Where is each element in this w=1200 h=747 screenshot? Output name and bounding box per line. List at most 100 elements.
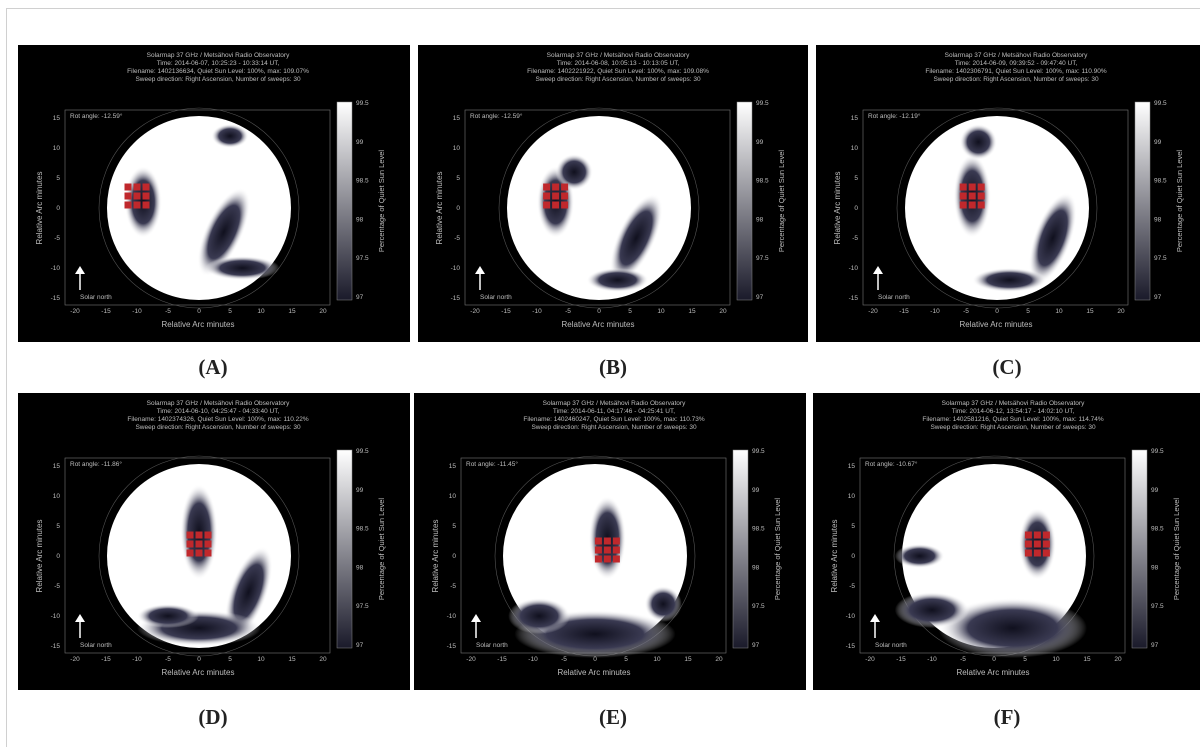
red-marker — [595, 538, 602, 545]
y-tick-label: -15 — [451, 295, 461, 302]
x-axis-label: Relative Arc minutes — [562, 320, 635, 329]
y-tick-label: 10 — [851, 145, 859, 152]
x-tick-label: -5 — [963, 308, 969, 315]
north-label: Solar north — [476, 642, 508, 649]
red-marker — [205, 541, 212, 548]
x-tick-label: 20 — [715, 656, 723, 663]
red-marker — [187, 550, 194, 557]
colorbar-tick-label: 99 — [756, 139, 764, 146]
red-marker — [1043, 541, 1050, 548]
header-line: Solarmap 37 GHz / Metsähovi Radio Observ… — [147, 52, 290, 59]
red-marker — [125, 193, 132, 200]
colorbar-tick-label: 99 — [356, 487, 364, 494]
colorbar-label: Percentage of Quiet Sun Level — [777, 150, 786, 252]
y-tick-label: -15 — [51, 295, 61, 302]
dark-feature — [137, 604, 199, 628]
x-axis-label: Relative Arc minutes — [162, 320, 235, 329]
y-tick-label: 0 — [452, 553, 456, 560]
panel-label: (C) — [947, 355, 1067, 380]
rot-angle: Rot angle: -12.59° — [70, 112, 123, 120]
colorbar-tick-label: 97 — [356, 294, 364, 301]
x-tick-label: -20 — [466, 656, 476, 663]
x-tick-label: 0 — [197, 656, 201, 663]
y-tick-label: 5 — [56, 175, 60, 182]
header-line: Solarmap 37 GHz / Metsähovi Radio Observ… — [547, 52, 690, 59]
colorbar — [1132, 450, 1147, 648]
y-tick-label: 0 — [56, 205, 60, 212]
header-line: Time: 2014-06-08, 10:05:13 - 10:13:05 UT… — [557, 60, 680, 67]
colorbar-tick-label: 98 — [1154, 216, 1162, 223]
y-tick-label: 0 — [56, 553, 60, 560]
north-label: Solar north — [80, 642, 112, 649]
north-arrow-head — [75, 266, 85, 274]
x-tick-label: 5 — [1026, 308, 1030, 315]
north-label: Solar north — [878, 294, 910, 301]
y-tick-label: -10 — [846, 613, 856, 620]
red-marker — [969, 202, 976, 209]
x-tick-label: -10 — [930, 308, 940, 315]
colorbar — [737, 102, 752, 300]
colorbar-tick-label: 97.5 — [1154, 255, 1167, 262]
red-marker — [134, 193, 141, 200]
red-marker — [552, 184, 559, 191]
colorbar-tick-label: 99.5 — [1151, 448, 1164, 455]
red-marker — [561, 202, 568, 209]
colorbar-tick-label: 98.5 — [356, 178, 369, 185]
header-line: Sweep direction: Right Ascension, Number… — [135, 76, 301, 83]
x-tick-label: 10 — [653, 656, 661, 663]
colorbar-tick-label: 98.5 — [756, 178, 769, 185]
colorbar-tick-label: 97.5 — [756, 255, 769, 262]
red-marker — [604, 538, 611, 545]
dark-feature — [960, 124, 997, 160]
solar-map-panel: Solarmap 37 GHz / Metsähovi Radio Observ… — [18, 45, 410, 342]
solar-map-panel: Solarmap 37 GHz / Metsähovi Radio Observ… — [18, 393, 410, 690]
y-tick-label: 15 — [851, 115, 859, 122]
red-marker — [134, 202, 141, 209]
header-line: Sweep direction: Right Ascension, Number… — [535, 76, 701, 83]
y-tick-label: -10 — [849, 265, 859, 272]
panel-label: (E) — [553, 705, 673, 730]
y-tick-label: 5 — [851, 523, 855, 530]
y-axis-label: Relative Arc minutes — [431, 520, 440, 593]
y-tick-label: 0 — [854, 205, 858, 212]
red-marker — [1043, 550, 1050, 557]
colorbar-tick-label: 98 — [1151, 564, 1159, 571]
y-tick-label: -10 — [451, 265, 461, 272]
red-marker — [613, 538, 620, 545]
x-tick-label: 5 — [624, 656, 628, 663]
colorbar-tick-label: 97.5 — [752, 603, 765, 610]
x-tick-label: -15 — [896, 656, 906, 663]
x-tick-label: 20 — [1114, 656, 1122, 663]
red-marker — [134, 184, 141, 191]
x-tick-label: 0 — [992, 656, 996, 663]
x-tick-label: -5 — [565, 308, 571, 315]
colorbar-tick-label: 99 — [752, 487, 760, 494]
y-tick-label: -10 — [51, 613, 61, 620]
y-tick-label: 10 — [53, 145, 61, 152]
y-tick-label: -15 — [849, 295, 859, 302]
y-tick-label: 15 — [453, 115, 461, 122]
x-tick-label: 0 — [593, 656, 597, 663]
red-marker — [196, 532, 203, 539]
red-marker — [960, 202, 967, 209]
solar-map-panel: Solarmap 37 GHz / Metsähovi Radio Observ… — [414, 393, 806, 690]
y-tick-label: 0 — [851, 553, 855, 560]
x-axis-label: Relative Arc minutes — [957, 668, 1030, 677]
x-tick-label: 20 — [319, 656, 327, 663]
x-tick-label: -15 — [101, 656, 111, 663]
x-tick-label: -5 — [165, 656, 171, 663]
x-tick-label: -20 — [868, 308, 878, 315]
red-marker — [1043, 532, 1050, 539]
y-tick-label: -10 — [51, 265, 61, 272]
panel-label: (D) — [153, 705, 273, 730]
header-line: Sweep direction: Right Ascension, Number… — [531, 424, 697, 431]
x-tick-label: 20 — [319, 308, 327, 315]
y-tick-label: 0 — [456, 205, 460, 212]
dark-feature — [205, 256, 279, 280]
red-marker — [978, 184, 985, 191]
y-tick-label: 15 — [53, 115, 61, 122]
x-tick-label: 15 — [288, 308, 296, 315]
y-axis-label: Relative Arc minutes — [35, 172, 44, 245]
y-tick-label: 10 — [453, 145, 461, 152]
x-tick-label: -15 — [501, 308, 511, 315]
